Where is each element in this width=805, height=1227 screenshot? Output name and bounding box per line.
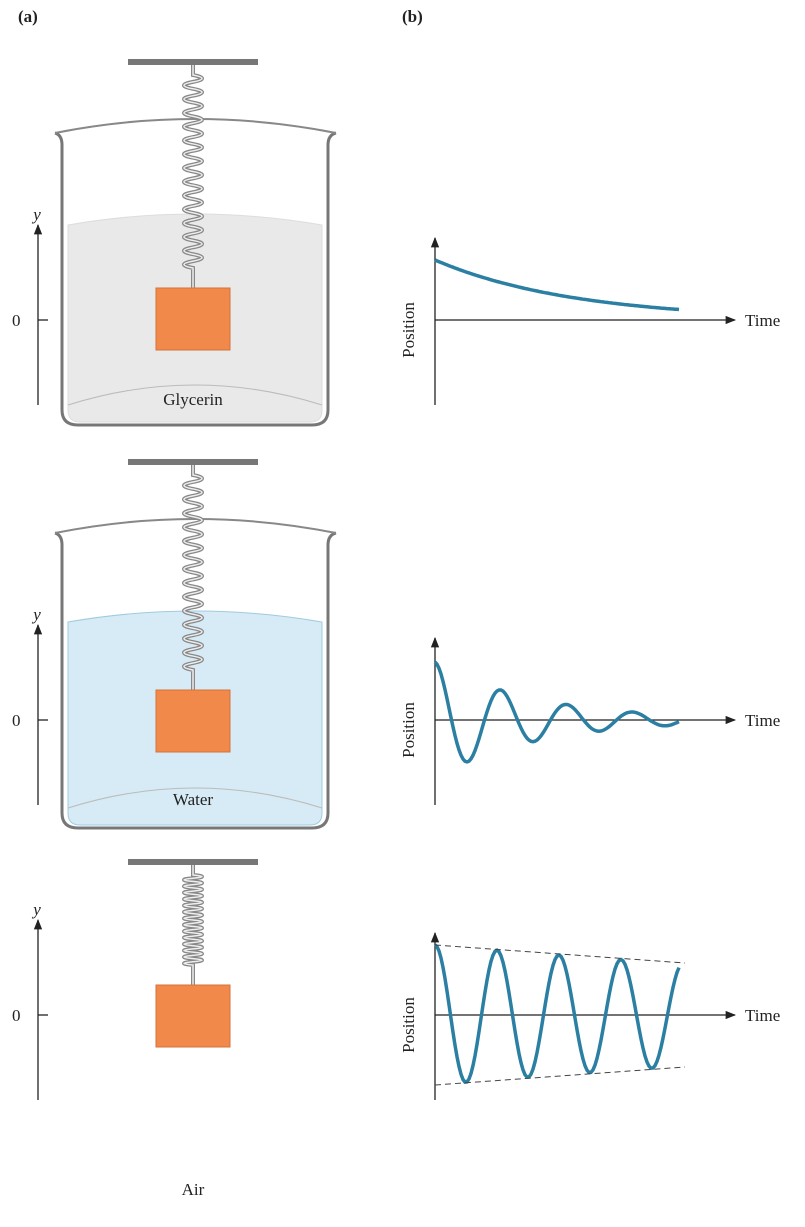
support bbox=[128, 59, 258, 65]
graph-curve bbox=[433, 660, 680, 764]
mass bbox=[155, 689, 231, 753]
beaker-bottom-arc bbox=[67, 384, 323, 406]
y-axis-label: Position bbox=[399, 302, 418, 358]
support bbox=[128, 859, 258, 865]
spring-highlight bbox=[183, 65, 203, 288]
beaker bbox=[54, 531, 337, 830]
mass bbox=[155, 984, 231, 1048]
zero-label: 0 bbox=[12, 711, 21, 730]
beaker bbox=[54, 131, 337, 427]
beaker-bottom-arc bbox=[67, 787, 323, 809]
axis-label: y bbox=[31, 900, 41, 919]
spring-highlight bbox=[183, 865, 203, 985]
x-axis-label: Time bbox=[745, 311, 780, 330]
axis-label: y bbox=[31, 205, 41, 224]
label-a: (a) bbox=[18, 7, 38, 26]
envelope bbox=[434, 944, 686, 964]
envelope bbox=[434, 1066, 686, 1086]
support bbox=[128, 459, 258, 465]
graph-curve bbox=[434, 258, 680, 312]
zero-label: 0 bbox=[12, 1006, 21, 1025]
mass bbox=[155, 287, 231, 351]
axis-label: y bbox=[31, 605, 41, 624]
medium-label: Air bbox=[182, 1180, 205, 1199]
medium-label: Glycerin bbox=[163, 390, 223, 409]
zero-label: 0 bbox=[12, 311, 21, 330]
beaker-rim bbox=[54, 118, 337, 134]
label-b: (b) bbox=[402, 7, 423, 26]
x-axis-label: Time bbox=[745, 711, 780, 730]
x-axis-label: Time bbox=[745, 1006, 780, 1025]
graph-curve bbox=[433, 943, 681, 1084]
y-axis-label: Position bbox=[399, 702, 418, 758]
spring-highlight bbox=[183, 465, 203, 690]
medium-label: Water bbox=[173, 790, 213, 809]
y-axis-label: Position bbox=[399, 997, 418, 1053]
